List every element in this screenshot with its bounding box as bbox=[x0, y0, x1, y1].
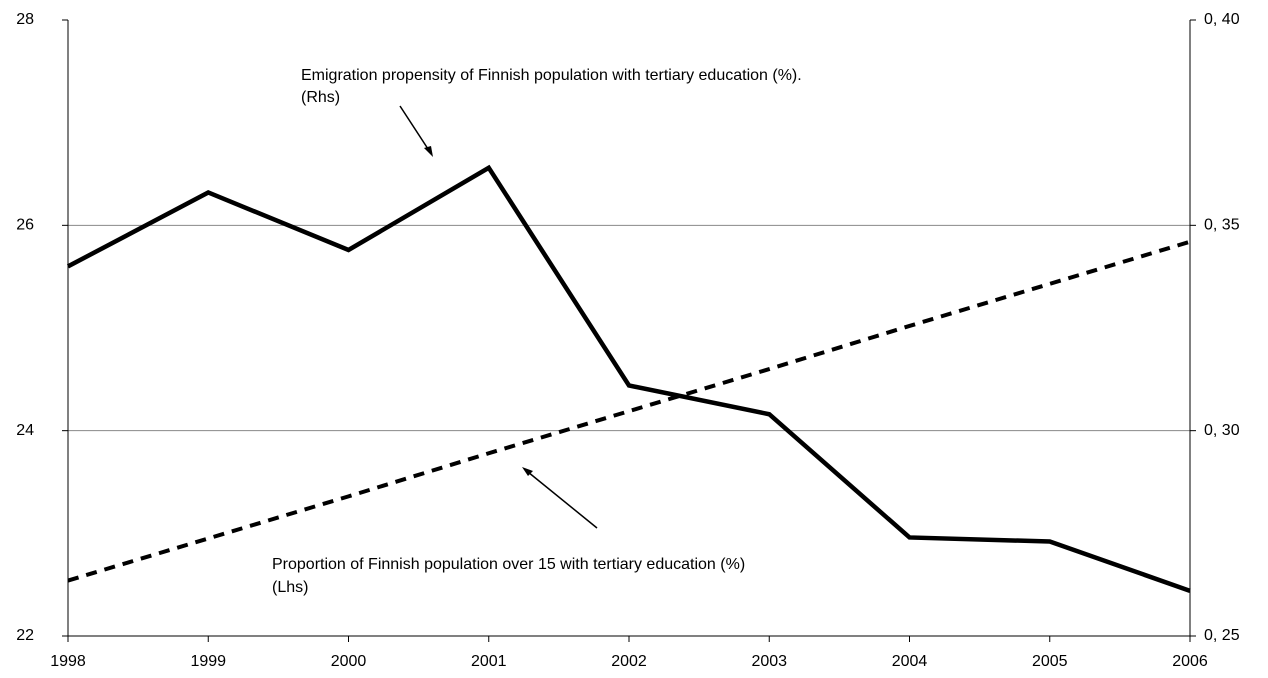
x-tick-label: 2002 bbox=[611, 653, 647, 670]
annotation: (Rhs) bbox=[301, 89, 340, 106]
x-tick-label: 2006 bbox=[1172, 653, 1208, 670]
x-tick-label: 2001 bbox=[471, 653, 507, 670]
arrow bbox=[527, 471, 598, 529]
y2-tick-label: 0, 35 bbox=[1204, 217, 1240, 234]
y-tick-label: 22 bbox=[16, 627, 34, 644]
y-tick-label: 24 bbox=[16, 422, 34, 439]
arrow-head bbox=[522, 467, 533, 476]
arrow-head bbox=[424, 146, 433, 157]
x-tick-label: 1998 bbox=[50, 653, 86, 670]
arrow bbox=[399, 105, 431, 153]
y2-tick-label: 0, 30 bbox=[1204, 422, 1240, 439]
annotation: Proportion of Finnish population over 15… bbox=[272, 556, 745, 573]
y-tick-label: 26 bbox=[16, 217, 34, 234]
y-tick-label: 28 bbox=[16, 11, 34, 28]
annotation: Emigration propensity of Finnish populat… bbox=[301, 67, 802, 84]
x-tick-label: 1999 bbox=[190, 653, 226, 670]
x-tick-label: 2004 bbox=[892, 653, 928, 670]
series-line bbox=[66, 164, 1191, 593]
x-tick-label: 2000 bbox=[331, 653, 367, 670]
annotation: (Lhs) bbox=[272, 579, 308, 596]
y2-tick-label: 0, 40 bbox=[1204, 11, 1240, 28]
series-line bbox=[67, 239, 1191, 583]
x-tick-label: 2005 bbox=[1032, 653, 1068, 670]
x-tick-label: 2003 bbox=[751, 653, 787, 670]
y2-tick-label: 0, 25 bbox=[1204, 627, 1240, 644]
